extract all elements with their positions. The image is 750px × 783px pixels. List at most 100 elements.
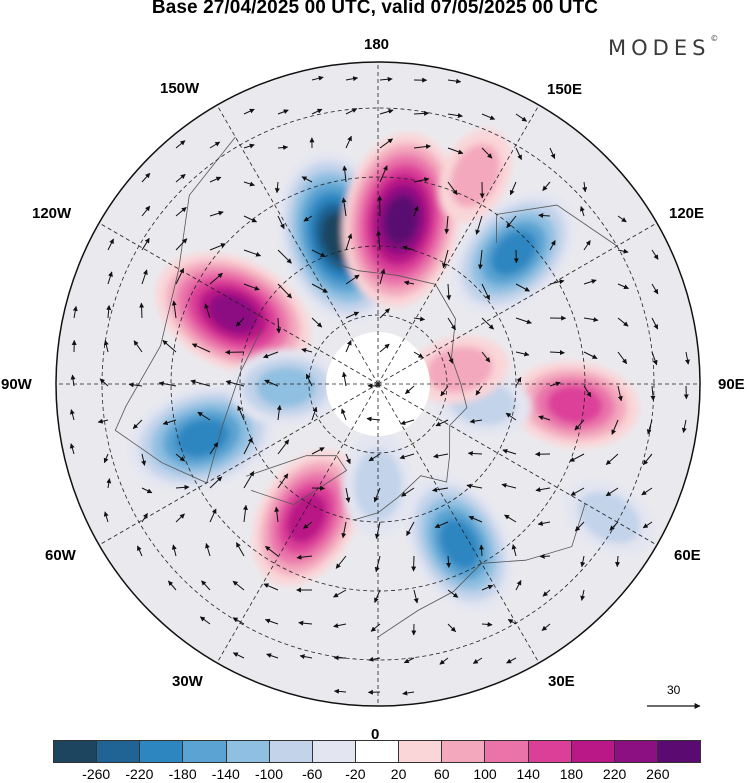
wind-vectors — [69, 75, 690, 696]
wind-arrow — [311, 108, 323, 115]
coastline — [495, 204, 618, 247]
wind-arrow — [515, 113, 528, 122]
wind-arrow — [579, 206, 585, 217]
wind-arrow — [277, 249, 292, 264]
lon-label-120w: 120W — [32, 205, 72, 222]
wind-arrow — [162, 419, 177, 426]
colorbar-tick-label: -60 — [302, 766, 323, 782]
wind-arrow — [538, 213, 551, 219]
wind-arrow — [368, 656, 381, 662]
wind-arrow — [106, 478, 112, 489]
wind-arrow — [405, 385, 415, 395]
wind-arrow — [303, 521, 313, 529]
wind-arrow — [141, 205, 151, 217]
lon-label-120e: 120E — [669, 205, 705, 222]
wind-arrow — [537, 520, 551, 526]
lon-label-30w: 30W — [172, 673, 203, 690]
colorbar-tick-label: 220 — [602, 766, 627, 782]
wind-arrow — [72, 305, 78, 319]
wind-arrow — [646, 419, 653, 435]
wind-arrow — [141, 237, 150, 251]
colorbar-tick-label: 180 — [559, 766, 584, 782]
wind-arrow — [617, 317, 629, 327]
anomaly-contour — [208, 293, 258, 333]
meridian-line — [377, 383, 540, 664]
anomaly-contour — [256, 366, 316, 408]
wind-arrow — [549, 240, 556, 251]
wind-arrow — [103, 340, 109, 353]
wind-arrow — [515, 283, 530, 292]
wind-arrow — [642, 453, 653, 466]
lon-label-90e: 90E — [718, 376, 745, 393]
anomaly-center — [342, 132, 460, 308]
lon-label-150e: 150E — [547, 81, 583, 98]
wind-arrow — [341, 371, 347, 387]
wind-arrow — [243, 108, 255, 115]
wind-arrow — [277, 439, 290, 455]
wind-arrow — [475, 215, 483, 235]
wind-arrow — [137, 545, 143, 557]
wind-arrow — [374, 589, 381, 603]
wind-arrow — [376, 230, 382, 251]
anomaly-contour — [286, 493, 327, 543]
wind-arrow — [651, 283, 659, 295]
wind-arrow — [263, 351, 279, 359]
colorbar-tick-label: -140 — [211, 766, 240, 782]
wind-arrow — [502, 448, 517, 455]
wind-arrow — [511, 544, 517, 557]
wind-arrow — [379, 108, 394, 115]
wind-arrow — [69, 443, 75, 455]
wind-arrow — [209, 210, 224, 217]
colorbar — [53, 740, 701, 763]
wind-arrow — [477, 249, 483, 270]
reference-vector-value: 30 — [667, 683, 681, 697]
wind-arrow — [333, 589, 347, 598]
wind-arrow — [141, 512, 148, 523]
wind-arrow — [107, 271, 113, 285]
wind-arrow — [651, 351, 658, 366]
colorbar-swatch — [226, 741, 270, 762]
wind-arrow — [274, 506, 280, 523]
wind-arrow — [413, 177, 430, 183]
wind-arrow — [311, 317, 323, 328]
wind-arrow — [413, 144, 431, 150]
wind-arrow — [243, 143, 255, 149]
wind-arrow — [413, 589, 419, 604]
wind-arrow — [175, 238, 188, 251]
wind-arrow — [642, 521, 653, 529]
colorbar-tick-label: 20 — [390, 766, 407, 782]
wind-arrow — [274, 181, 280, 194]
wind-arrow — [542, 589, 551, 597]
wind-arrow — [402, 690, 415, 696]
anomaly-contour — [426, 346, 493, 393]
meridian-line — [216, 104, 379, 385]
wind-arrow — [501, 483, 517, 489]
wind-arrow — [583, 279, 597, 285]
wind-arrow — [299, 654, 313, 660]
wind-arrow — [99, 378, 109, 387]
coastlines — [114, 136, 618, 638]
colorbar-tick-label: -180 — [168, 766, 197, 782]
wind-arrow — [432, 487, 449, 493]
wind-arrow — [107, 238, 114, 251]
wind-arrow — [569, 453, 585, 462]
wind-arrow — [615, 555, 621, 568]
colorbar-tick-label: -220 — [125, 766, 154, 782]
wind-arrow — [651, 317, 659, 330]
wind-arrow — [103, 511, 109, 523]
wind-arrow — [538, 415, 551, 421]
colorbar-swatch — [54, 741, 98, 762]
latitude-circle — [239, 245, 517, 523]
latitude-circle — [308, 314, 448, 454]
wind-arrow — [570, 487, 585, 496]
colorbar-tick-label: 100 — [473, 766, 497, 782]
wind-arrow — [574, 419, 585, 431]
wind-arrow — [379, 308, 390, 319]
wind-arrow — [70, 374, 76, 387]
wind-arrow — [446, 555, 452, 568]
lon-label-180: 180 — [364, 36, 390, 53]
wind-arrow — [277, 283, 292, 299]
wind-arrow — [379, 76, 393, 82]
wind-arrow — [413, 351, 424, 359]
wind-arrow — [505, 412, 517, 421]
